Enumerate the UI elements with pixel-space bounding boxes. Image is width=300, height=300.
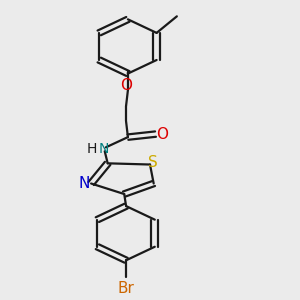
Text: S: S — [148, 154, 158, 169]
Text: N: N — [98, 142, 109, 156]
Text: N: N — [79, 176, 90, 191]
Text: O: O — [120, 78, 132, 93]
Text: H: H — [86, 142, 97, 156]
Text: Br: Br — [118, 281, 134, 296]
Text: O: O — [156, 127, 168, 142]
